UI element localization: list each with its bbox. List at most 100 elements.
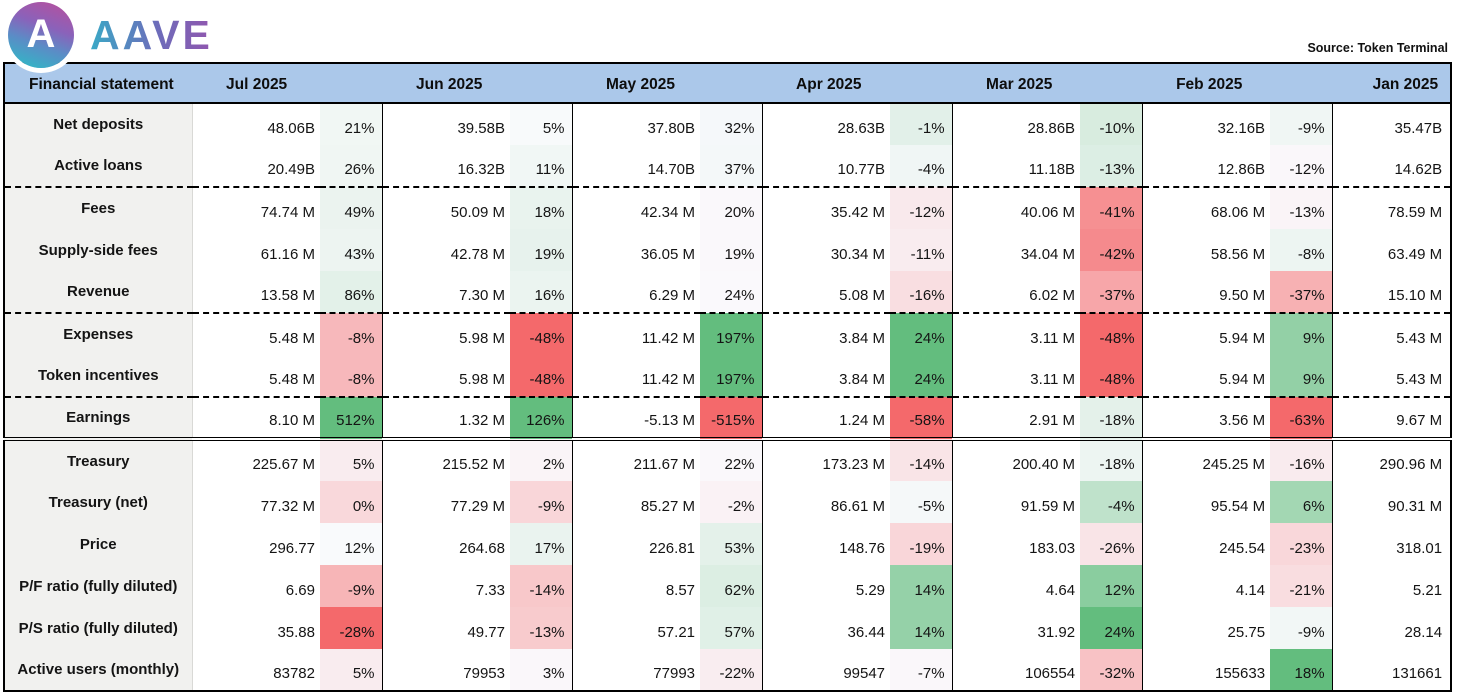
table-row: Active loans 20.49B 26% 16.32B 11% 14.70B 37% 1… xyxy=(4,145,1452,188)
metric-value-cell: 148.76 xyxy=(761,523,891,565)
metric-value-cell: 77993 xyxy=(571,649,701,691)
metric-value-cell: 11.18B xyxy=(951,145,1081,188)
metric-value-cell: 5.08 M xyxy=(761,271,891,314)
percent-change-cell: 18% xyxy=(1270,649,1333,691)
percent-change-cell: 12% xyxy=(320,523,382,565)
top-bar: A AAVE Source: Token Terminal xyxy=(0,0,1458,68)
percent-change-cell: -13% xyxy=(1270,187,1333,229)
percent-change-cell: 24% xyxy=(700,271,763,314)
percent-change-cell: 197% xyxy=(700,355,763,398)
percent-change-cell: -8% xyxy=(1270,229,1333,271)
table-row: Treasury (net) 77.32 M 0% 77.29 M -9% 85.27 M… xyxy=(4,481,1452,523)
percent-change-cell: -48% xyxy=(1080,355,1143,398)
metric-value-cell: 16.32B xyxy=(381,145,510,188)
percent-change-cell: -1% xyxy=(890,103,953,145)
row-label: Treasury xyxy=(4,439,193,481)
metric-value-cell: 183.03 xyxy=(951,523,1081,565)
table-row: P/S ratio (fully diluted) 35.88 -28% 49.77-… xyxy=(4,607,1452,649)
percent-change-cell: -26% xyxy=(1080,523,1143,565)
percent-change-cell: 5% xyxy=(320,649,382,691)
metric-value-cell: 79953 xyxy=(381,649,510,691)
percent-change-cell: -63% xyxy=(1270,397,1333,441)
percent-change-cell: -16% xyxy=(1270,439,1333,481)
percent-change-cell: 18% xyxy=(510,187,573,229)
percent-change-cell: 19% xyxy=(510,229,573,271)
percent-change-cell: 5% xyxy=(320,439,382,481)
source-credit: Source: Token Terminal xyxy=(1307,41,1448,55)
aave-wordmark: AAVE xyxy=(90,11,213,58)
percent-change-cell: 126% xyxy=(510,397,573,441)
month-header: Jan 2025 xyxy=(1332,63,1452,104)
percent-change-cell: -12% xyxy=(1270,145,1333,188)
percent-change-cell: 5% xyxy=(510,103,573,145)
metric-value-cell: 50.09 M xyxy=(381,187,510,229)
row-label: Price xyxy=(4,523,193,565)
percent-change-cell: -11% xyxy=(890,229,953,271)
percent-change-cell: 43% xyxy=(320,229,382,271)
metric-value-cell: 225.67 M xyxy=(252,456,315,473)
row-label: Active users (monthly) xyxy=(4,649,193,691)
percent-change-cell: -28% xyxy=(320,607,382,649)
metric-value-cell: 83782 xyxy=(273,665,315,682)
percent-change-cell: -48% xyxy=(1080,313,1143,355)
percent-change-cell: -2% xyxy=(700,481,763,523)
percent-change-cell: -58% xyxy=(890,397,953,441)
metric-value-cell: 14.70B xyxy=(571,145,701,188)
metric-value-cell: 39.58B xyxy=(381,103,510,145)
percent-change-cell: 24% xyxy=(1080,607,1143,649)
metric-value-cell: 49.77 xyxy=(381,607,510,649)
percent-change-cell: 22% xyxy=(700,439,763,481)
metric-value-cell: 74.74 M xyxy=(260,204,315,221)
metric-value-cell: 3.56 M xyxy=(1141,397,1271,441)
metric-value-cell: 9.67 M xyxy=(1331,397,1452,441)
percent-change-cell: -14% xyxy=(510,565,573,607)
percent-change-cell: 21% xyxy=(320,103,382,145)
percent-change-cell: 11% xyxy=(510,145,573,188)
metric-value-cell: 78.59 M xyxy=(1331,187,1452,229)
metric-value-cell: 35.42 M xyxy=(761,187,891,229)
metric-value-cell: 42.34 M xyxy=(571,187,701,229)
row-label: P/F ratio (fully diluted) xyxy=(4,565,193,607)
metric-value-cell: 42.78 M xyxy=(381,229,510,271)
percent-change-cell: -23% xyxy=(1270,523,1333,565)
metric-value-cell: 5.48 M xyxy=(192,355,320,398)
metric-value-cell: 5.29 xyxy=(761,565,891,607)
metric-value-cell: 106554 xyxy=(951,649,1081,691)
metric-value-cell: 32.16B xyxy=(1141,103,1271,145)
row-label: Earnings xyxy=(4,397,193,441)
percent-change-cell: -10% xyxy=(1080,103,1143,145)
metric-value-cell: 31.92 xyxy=(951,607,1081,649)
row-label: Net deposits xyxy=(4,103,193,145)
metric-value-cell: 48.06B xyxy=(267,120,315,137)
metric-value-cell: 3.11 M xyxy=(951,355,1081,398)
metric-value-cell: 91.59 M xyxy=(951,481,1081,523)
metric-value-cell: 61.16 M xyxy=(260,246,315,263)
metric-value-cell: 8.10 M xyxy=(192,397,320,441)
metric-value-cell: 35.47B xyxy=(1331,103,1452,145)
percent-change-cell: -48% xyxy=(510,355,573,398)
metric-value-cell: 20.49B xyxy=(192,145,320,188)
percent-change-cell: 12% xyxy=(1080,565,1143,607)
aave-logo-letter: A xyxy=(26,12,56,56)
percent-change-cell: 24% xyxy=(890,313,953,355)
percent-change-cell: -9% xyxy=(1270,607,1333,649)
metric-value-cell: 8.57 xyxy=(571,565,701,607)
percent-change-cell: -4% xyxy=(890,145,953,188)
percent-change-cell: -37% xyxy=(1270,271,1333,314)
aave-brand: A AAVE xyxy=(8,2,213,68)
metric-value-cell: 155633 xyxy=(1141,649,1271,691)
metric-value-cell: 3.84 M xyxy=(761,313,891,355)
percent-change-cell: 53% xyxy=(700,523,763,565)
metric-value-cell: 3.84 M xyxy=(761,355,891,398)
percent-change-cell: -9% xyxy=(510,481,573,523)
metric-value-cell: 35.88 xyxy=(277,624,315,641)
metric-value-cell: 3.11 M xyxy=(951,313,1081,355)
metric-value-cell: 4.14 xyxy=(1141,565,1271,607)
percent-change-cell: 14% xyxy=(890,565,953,607)
percent-change-cell: -18% xyxy=(1080,439,1143,481)
metric-value-cell: 86.61 M xyxy=(761,481,891,523)
row-label: Expenses xyxy=(4,313,193,355)
metric-value-cell: 34.04 M xyxy=(951,229,1081,271)
percent-change-cell: 0% xyxy=(320,481,382,523)
percent-change-cell: -7% xyxy=(890,649,953,691)
